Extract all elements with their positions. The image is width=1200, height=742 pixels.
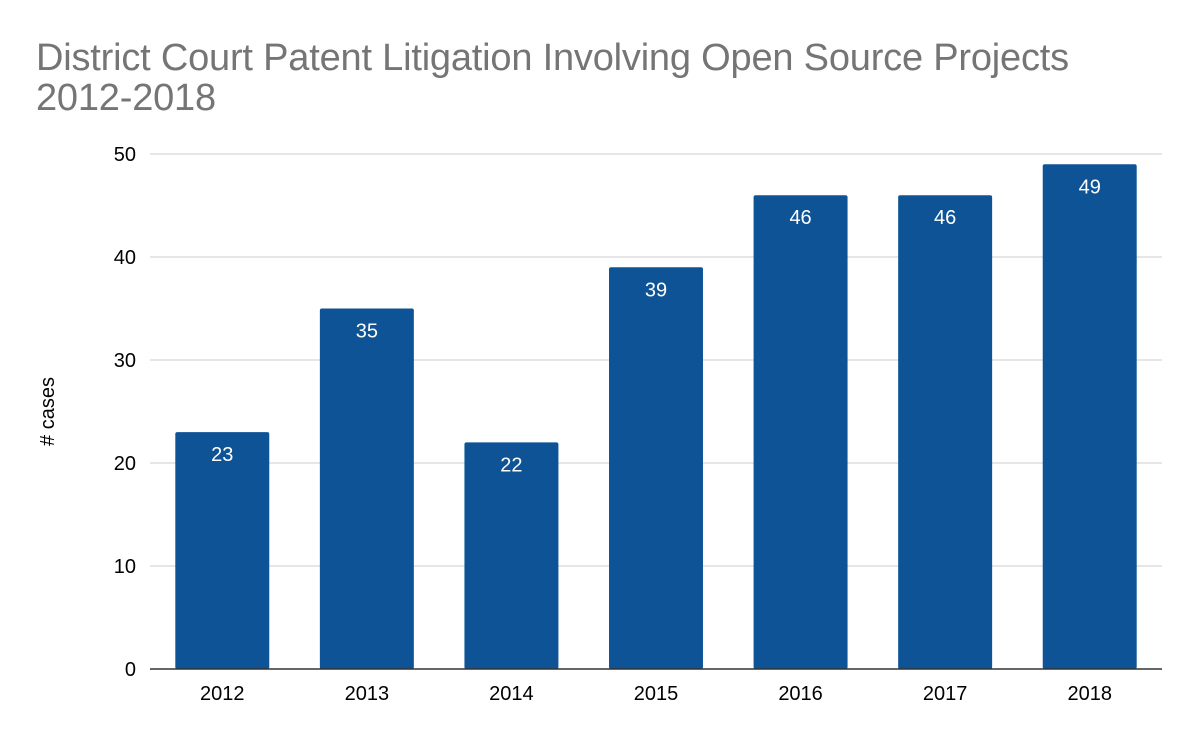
axes: 0 10 20 30 40 50 2012 2013 2014 2015 2016 2017 2018 (114, 144, 1162, 705)
y-axis-title: # cases (37, 377, 59, 446)
bar-2018 (1042, 164, 1137, 670)
chart-title-line-1: District Court Patent Litigation Involvi… (36, 37, 1069, 79)
bar-2017 (898, 195, 993, 669)
data-labels: 23 35 22 39 46 46 49 (211, 176, 1101, 476)
x-tick-label-2016: 2016 (778, 683, 823, 705)
bars (175, 164, 1137, 670)
x-tick-label-2012: 2012 (200, 683, 245, 705)
data-label-2014: 22 (500, 454, 522, 476)
chart-title: District Court Patent Litigation Involvi… (36, 38, 1176, 118)
bar-2014 (464, 442, 559, 669)
y-tick-label-30: 30 (114, 350, 136, 372)
y-tick-label-40: 40 (114, 247, 136, 269)
data-label-2017: 46 (934, 207, 956, 229)
data-label-2015: 39 (645, 279, 667, 301)
bar-2013 (319, 308, 414, 669)
bar-2012 (175, 432, 270, 669)
x-tick-label-2015: 2015 (634, 683, 679, 705)
data-label-2016: 46 (789, 207, 811, 229)
data-label-2013: 35 (356, 321, 378, 343)
data-label-2012: 23 (211, 444, 233, 466)
chart-title-line-2: 2012-2018 (36, 77, 216, 119)
bar-2015 (609, 267, 703, 669)
bar-2016 (753, 195, 848, 669)
x-tick-label-2017: 2017 (923, 683, 968, 705)
data-label-2018: 49 (1079, 176, 1101, 198)
x-tick-label-2018: 2018 (1067, 683, 1112, 705)
y-tick-label-20: 20 (114, 453, 136, 475)
x-tick-label-2014: 2014 (489, 683, 534, 705)
y-tick-label-10: 10 (114, 556, 136, 578)
y-tick-label-0: 0 (125, 659, 136, 681)
x-tick-label-2013: 2013 (345, 683, 390, 705)
y-tick-label-50: 50 (114, 144, 136, 166)
